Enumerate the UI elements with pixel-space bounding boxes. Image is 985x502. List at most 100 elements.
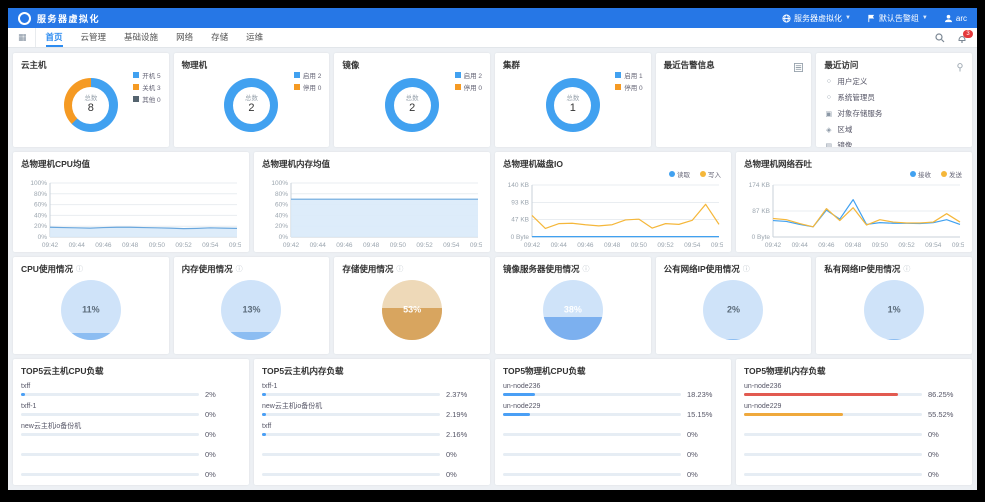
nav-tab-2[interactable]: 基础设施 [124,31,159,42]
top5-item-label: txff [262,423,272,430]
svg-text:09:48: 09:48 [363,242,380,249]
svg-text:09:56: 09:56 [229,242,241,249]
legend-label: 停用 0 [302,85,322,92]
info-icon[interactable]: ⓘ [903,266,911,273]
top5-panel-vm-memory: TOP5云主机内存负载 txff-1 2.37% new云主机io备份机 2.19% t… [254,359,490,485]
nav-tab-4[interactable]: 存储 [211,31,229,42]
legend-item[interactable]: 读取 [669,169,690,179]
chart-title: 总物理机网络吞吐 [744,159,813,169]
top5-bar-track [21,393,199,396]
nav-tab-5[interactable]: 运维 [246,31,264,42]
panel-title: TOP5云主机内存负载 [262,366,344,376]
product-switch-menu[interactable]: 服务器虚拟化 ▼ [782,13,851,24]
svg-text:09:52: 09:52 [657,242,674,249]
top5-bar-track [503,473,681,476]
info-icon[interactable]: ⓘ [235,266,243,273]
svg-text:09:48: 09:48 [604,242,621,249]
user-menu[interactable]: arc [944,14,967,23]
circle-icon: ○ [826,78,831,85]
top5-item: 0% [744,442,964,459]
top5-bar-track [503,393,681,396]
nav-bar-right: 3 [935,28,973,47]
top5-item-label: un-node229 [503,403,541,410]
nav-tab-3[interactable]: 网络 [176,31,194,42]
recent-alerts-panel: 最近告警信息 [655,53,812,147]
donut-total-value: 8 [87,102,94,115]
top5-item-value: 0% [205,410,216,419]
app-logo-icon [18,11,31,25]
info-icon[interactable]: ⓘ [742,266,750,273]
info-icon[interactable]: ⓘ [582,266,590,273]
menu-grid-icon[interactable]: ▦ [18,28,36,47]
recent-visit-item[interactable]: ▤ 镜像 [824,140,964,147]
search-icon[interactable] [935,32,945,43]
legend-item[interactable]: 接收 [910,169,931,179]
top5-item-label: new云主机io备份机 [262,403,323,410]
line-chart: 0 Byte 87 KB 174 KB 09:42 09:44 09:46 09:48 09:… [740,177,969,249]
svg-text:100%: 100% [30,180,47,187]
top-bar-right: 服务器虚拟化 ▼ 默认告警组 ▼ arc [782,13,967,24]
svg-text:09:54: 09:54 [925,242,942,249]
legend-swatch [454,84,461,90]
top5-item-value: 0% [928,450,939,459]
svg-text:09:52: 09:52 [416,242,433,249]
donut-total-label: 总数 [405,94,419,102]
svg-text:93 KB: 93 KB [511,199,529,206]
top5-bar [262,393,267,396]
svg-text:09:42: 09:42 [765,242,782,249]
top5-bar-track [262,433,440,436]
overview-row: 云主机 开机 5 关机 3 其他 0 总数 8 物理机 启用 2 停用 0 总数 2 [13,53,972,147]
legend-item[interactable]: 写入 [700,169,721,179]
svg-text:09:54: 09:54 [684,242,701,249]
visit-label: 镜像 [837,141,853,147]
liquid-gauge: 13% [221,280,282,340]
recent-visit-item[interactable]: ▣ 对象存储服务 [824,108,964,119]
card-title: 集群 [503,60,521,70]
list-icon[interactable] [794,59,804,77]
top5-bar [262,433,266,436]
top5-item-label: un-node236 [503,383,541,390]
legend-item[interactable]: 发送 [941,169,962,179]
chart-panel-cpu-average: 总物理机CPU均值 0% 20% 40% 60% 80% 100% 09:42 09:44 09… [13,152,249,252]
line-chart-svg: 0% 20% 40% 60% 80% 100% 09:42 09:44 09:46 09:48 09… [30,180,245,249]
gauge-title: 私有网络IP使用情况 [824,264,901,274]
visit-label: 对象存储服务 [837,109,883,118]
legend-item: 其他 0 [133,94,161,104]
top5-bar [262,413,266,416]
top5-item-value: 0% [928,470,939,479]
top5-bar-track [503,413,681,416]
legend-swatch [293,84,300,90]
recent-visit-item[interactable]: ○ 系统管理员 [824,92,964,103]
top5-bar-track [262,453,440,456]
chevron-down-icon: ▼ [921,15,928,21]
donut-legend: 启用 1 停用 0 [615,70,643,94]
legend-item: 启用 1 [615,70,643,80]
svg-text:174 KB: 174 KB [749,182,770,189]
svg-text:09:52: 09:52 [175,242,192,249]
recent-visit-item[interactable]: ◈ 区域 [824,124,964,135]
notification-bell-icon[interactable]: 3 [957,29,973,43]
donut-center: 总数 1 [554,86,592,124]
gauge-fill [542,317,603,340]
top5-panel-vm-cpu: TOP5云主机CPU负载 txff 2% txff-1 0% new云主机io备份机 0%… [13,359,249,485]
alert-group-menu[interactable]: 默认告警组 ▼ [867,13,928,24]
svg-text:100%: 100% [271,180,288,187]
line-chart: 0% 20% 40% 60% 80% 100% 09:42 09:44 09:46 09:48 09… [17,177,245,249]
donut-chart: 总数 8 [63,78,118,132]
alert-group-label: 默认告警组 [878,13,919,23]
svg-text:0%: 0% [279,234,289,241]
top5-item-value: 55.52% [928,410,954,419]
nav-tab-0[interactable]: 首页 [45,28,63,47]
info-icon[interactable]: ⓘ [396,266,404,273]
line-chart-svg: 0 Byte 87 KB 174 KB 09:42 09:44 09:46 09:48 09:… [749,182,969,249]
gauge-title: 内存使用情况 [181,264,233,274]
nav-tab-1[interactable]: 云管理 [80,31,107,42]
pin-icon[interactable] [956,59,964,77]
chart-panel-memory-average: 总物理机内存均值 0% 20% 40% 60% 80% 100% 09:42 09:44 09:… [254,152,490,252]
top5-item: txff 2.16% [262,422,482,439]
top5-item-label: txff [21,383,31,390]
gauge-value: 11% [82,304,100,315]
app-window: 服务器虚拟化 服务器虚拟化 ▼ 默认告警组 ▼ arc [8,8,977,490]
recent-visit-item[interactable]: ○ 用户定义 [824,76,964,87]
info-icon[interactable]: ⓘ [75,266,83,273]
